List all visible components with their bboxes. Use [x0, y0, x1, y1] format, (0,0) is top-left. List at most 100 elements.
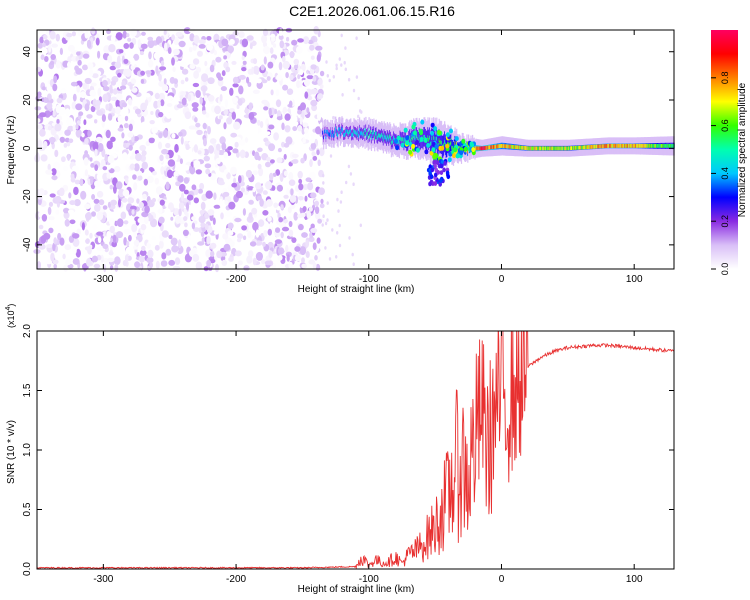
noise-speckle	[131, 209, 135, 215]
noise-speckle	[128, 123, 133, 132]
trace-core	[398, 139, 400, 144]
trace-core	[603, 144, 605, 149]
noise-speckle	[310, 192, 317, 199]
noise-speckle	[255, 251, 263, 261]
noise-speckle	[269, 159, 275, 164]
noise-speckle	[144, 215, 149, 225]
trace-core	[341, 126, 343, 131]
noise-speckle	[358, 109, 362, 113]
noise-speckle	[84, 169, 88, 177]
trace-core	[543, 146, 545, 151]
noise-speckle	[139, 144, 146, 152]
trace-core	[631, 143, 633, 148]
noise-speckle	[215, 56, 222, 63]
noise-speckle	[296, 46, 303, 54]
noise-speckle	[275, 99, 282, 108]
noise-speckle	[52, 97, 56, 105]
noise-speckle	[286, 36, 290, 42]
trace-core	[589, 145, 591, 149]
trace-core	[653, 143, 655, 148]
noise-speckle	[259, 103, 265, 109]
trace-core	[587, 145, 589, 150]
trace-core	[645, 143, 647, 148]
noise-speckle	[71, 101, 77, 110]
trace-core	[500, 144, 502, 148]
trace-core	[538, 146, 540, 151]
noise-speckle	[70, 176, 76, 183]
noise-speckle	[165, 248, 172, 256]
noise-speckle	[266, 156, 271, 162]
trace-core	[416, 134, 418, 139]
noise-speckle	[239, 149, 246, 159]
noise-speckle	[114, 61, 122, 69]
noise-speckle	[114, 250, 120, 256]
noise-speckle	[175, 181, 181, 187]
noise-speckle	[302, 137, 306, 144]
trace-core	[661, 143, 663, 148]
noise-speckle	[84, 229, 89, 236]
trace-core	[550, 146, 552, 151]
noise-speckle	[341, 93, 344, 97]
trace-core	[340, 129, 342, 134]
noise-speckle	[116, 93, 123, 101]
noise-speckle	[174, 143, 179, 153]
noise-speckle	[38, 188, 45, 197]
noise-speckle	[133, 240, 140, 246]
noise-speckle	[357, 96, 360, 101]
trace-core	[646, 143, 648, 148]
noise-speckle	[199, 182, 205, 190]
noise-speckle	[269, 47, 274, 54]
noise-speckle	[282, 60, 290, 70]
noise-speckle	[177, 239, 182, 249]
noise-speckle	[133, 53, 140, 61]
noise-speckle	[183, 263, 189, 270]
noise-speckle	[75, 248, 81, 258]
noise-speckle	[122, 107, 129, 117]
trace-blob	[415, 139, 419, 145]
trace-core	[524, 146, 526, 150]
trace-core	[538, 146, 541, 151]
trace-core	[390, 136, 392, 141]
noise-speckle	[75, 123, 79, 130]
trace-core	[409, 135, 411, 140]
trace-core	[526, 146, 528, 151]
noise-speckle	[310, 136, 315, 144]
noise-speckle	[193, 35, 200, 44]
trace-core	[359, 132, 361, 136]
noise-speckle	[116, 218, 124, 228]
noise-speckle	[183, 216, 188, 222]
noise-speckle	[293, 58, 300, 65]
trace-core	[639, 143, 641, 148]
noise-speckle	[200, 201, 206, 211]
noise-speckle	[49, 193, 56, 198]
noise-speckle	[90, 82, 97, 87]
trace-core	[590, 145, 592, 149]
noise-speckle	[311, 80, 319, 85]
noise-speckle	[67, 209, 74, 214]
trace-core	[605, 144, 607, 148]
trace-core	[613, 143, 615, 148]
noise-speckle	[121, 132, 125, 139]
trace-core	[450, 140, 452, 145]
x-tick-label: 0	[499, 274, 505, 285]
trace-core	[377, 135, 379, 140]
trace-core	[591, 144, 593, 149]
noise-speckle	[307, 39, 314, 45]
noise-speckle	[92, 142, 99, 151]
noise-speckle	[108, 251, 114, 256]
noise-speckle	[63, 264, 68, 272]
noise-speckle	[312, 75, 317, 82]
noise-speckle	[85, 212, 92, 221]
noise-speckle	[338, 223, 341, 228]
trace-core	[382, 134, 384, 139]
snr-scale-exponent: 4	[5, 306, 12, 310]
trace-blob	[452, 153, 457, 159]
noise-speckle	[179, 183, 186, 192]
noise-speckle	[302, 206, 307, 212]
trace-core	[491, 145, 494, 149]
noise-speckle	[154, 92, 160, 100]
trace-core	[499, 144, 502, 148]
trace-core	[347, 132, 349, 137]
noise-speckle	[96, 110, 104, 116]
noise-speckle	[94, 148, 98, 157]
